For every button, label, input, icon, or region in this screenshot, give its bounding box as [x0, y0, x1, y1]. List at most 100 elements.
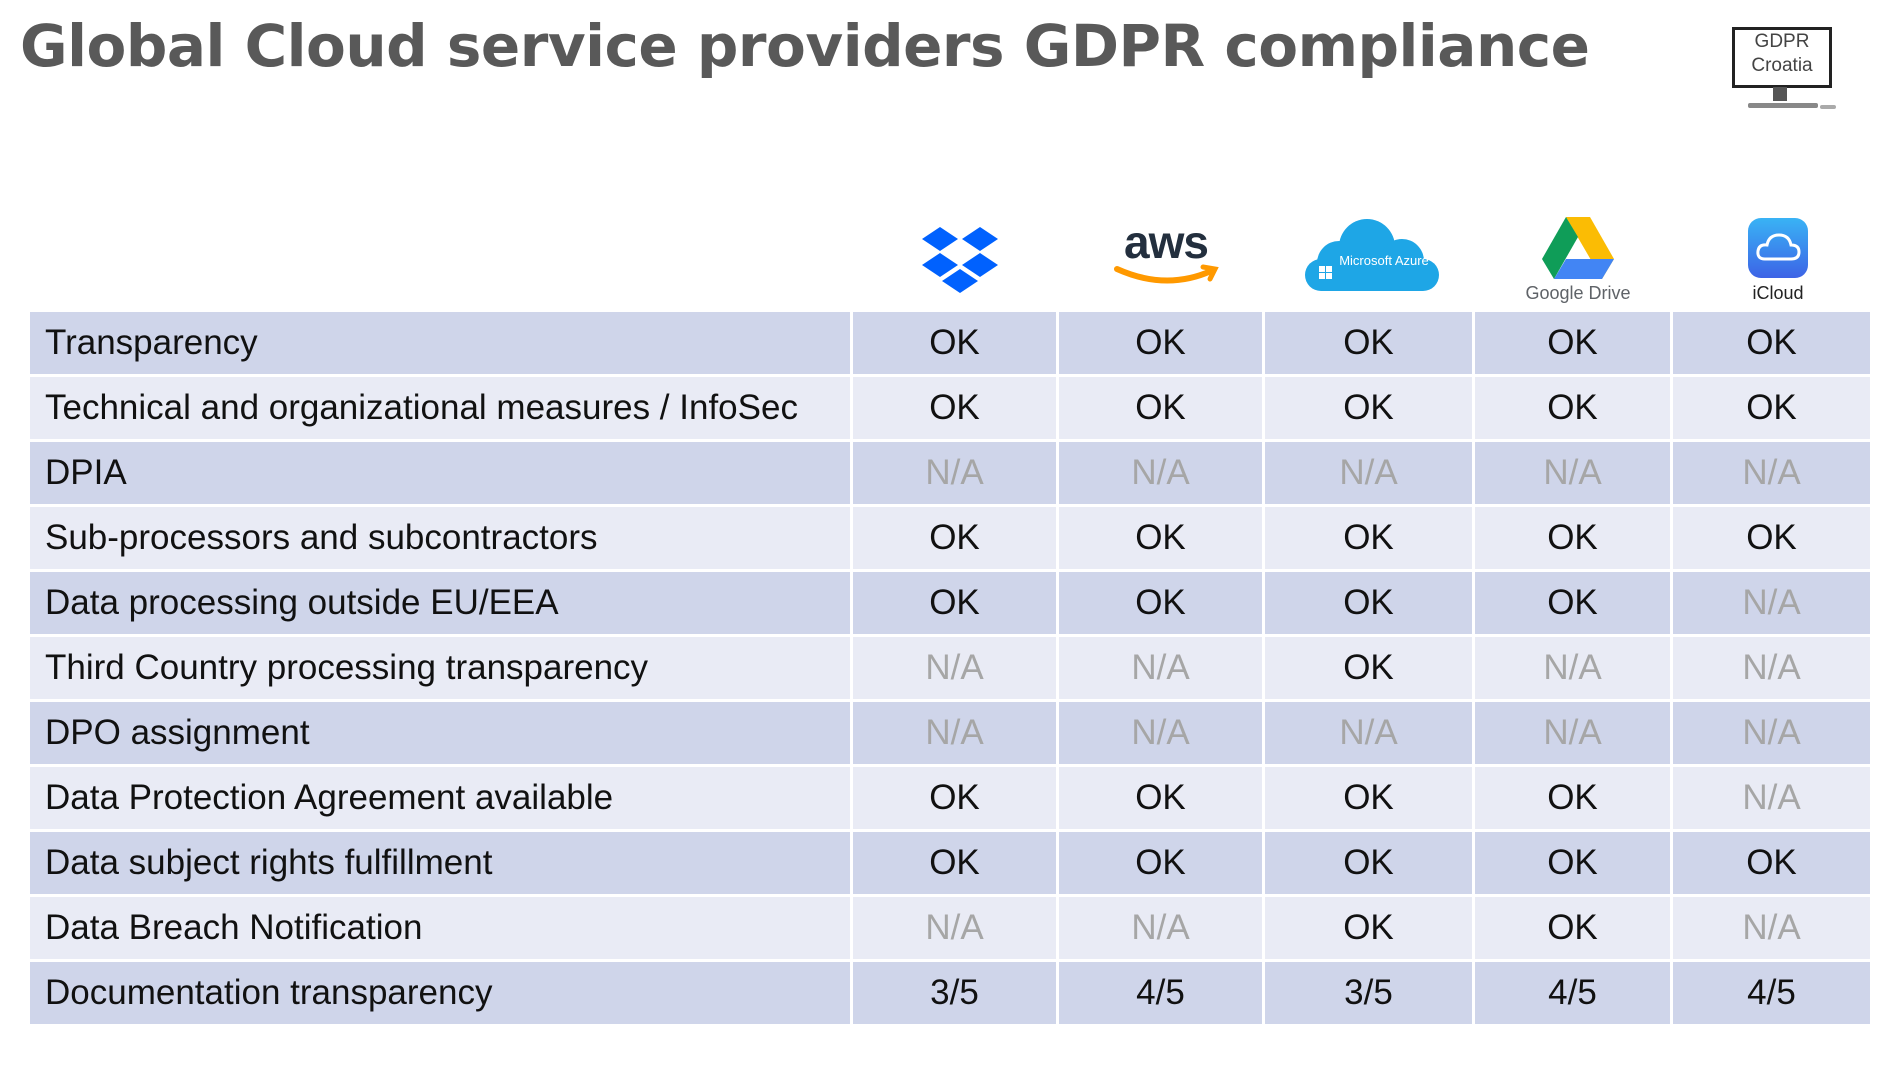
logo-line-1: GDPR	[1754, 31, 1810, 52]
status-cell: OK	[1059, 507, 1265, 572]
status-cell: 4/5	[1059, 962, 1265, 1027]
criterion-label: Third Country processing transparency	[30, 637, 853, 702]
status-cell: OK	[1059, 572, 1265, 637]
status-cell: OK	[1265, 572, 1475, 637]
table-row: DPO assignment N/A N/A N/A N/A N/A	[30, 702, 1870, 767]
status-cell: N/A	[1059, 442, 1265, 507]
status-cell: OK	[1475, 377, 1673, 442]
table-row: Third Country processing transparency N/A…	[30, 637, 1870, 702]
monitor-screen: GDPR Croatia	[1732, 27, 1832, 88]
status-cell: 4/5	[1475, 962, 1673, 1027]
table-row: Data subject rights fulfillment OK OK OK OK O…	[30, 832, 1870, 897]
criterion-label: Data subject rights fulfillment	[30, 832, 853, 897]
mouse	[1820, 105, 1836, 109]
status-cell: N/A	[1673, 572, 1870, 637]
status-cell: N/A	[1673, 702, 1870, 767]
microsoft-azure-icon	[1305, 219, 1439, 291]
status-cell: N/A	[853, 442, 1059, 507]
status-cell: N/A	[853, 702, 1059, 767]
dropbox-icon	[922, 227, 998, 293]
table-row: Data Breach Notification N/A N/A OK OK N/A	[30, 897, 1870, 962]
status-cell: OK	[1059, 832, 1265, 897]
status-cell: OK	[1265, 312, 1475, 377]
status-cell: OK	[853, 767, 1059, 832]
table-row: Technical and organizational measures / …	[30, 377, 1870, 442]
status-cell: OK	[1059, 377, 1265, 442]
provider-logo-icloud: iCloud	[1678, 205, 1878, 305]
status-cell: OK	[853, 572, 1059, 637]
status-cell: 3/5	[853, 962, 1059, 1027]
status-cell: N/A	[1059, 702, 1265, 767]
status-cell: OK	[853, 507, 1059, 572]
status-cell: OK	[1059, 312, 1265, 377]
status-cell: OK	[1265, 637, 1475, 702]
status-cell: N/A	[1059, 637, 1265, 702]
status-cell: N/A	[1265, 442, 1475, 507]
status-cell: OK	[1673, 312, 1870, 377]
status-cell: OK	[853, 377, 1059, 442]
status-cell: N/A	[1673, 897, 1870, 962]
status-cell: N/A	[1673, 767, 1870, 832]
google-drive-icon	[1542, 217, 1614, 279]
status-cell: N/A	[853, 897, 1059, 962]
table-row: Data Protection Agreement available OK OK O…	[30, 767, 1870, 832]
status-cell: OK	[853, 312, 1059, 377]
provider-logo-dropbox	[860, 205, 1060, 305]
monitor-stand	[1773, 87, 1787, 101]
status-cell: N/A	[1265, 702, 1475, 767]
status-cell: N/A	[1059, 897, 1265, 962]
status-cell: 3/5	[1265, 962, 1475, 1027]
status-cell: N/A	[1673, 442, 1870, 507]
table-row: Documentation transparency 3/5 4/5 3/5 4/5 4/…	[30, 962, 1870, 1027]
status-cell: OK	[1475, 312, 1673, 377]
table-body: Transparency OK OK OK OK OK Technical and orga…	[30, 312, 1870, 1027]
google-drive-caption: Google Drive	[1525, 283, 1631, 303]
status-cell: OK	[1475, 572, 1673, 637]
table-row: Data processing outside EU/EEA OK OK OK OK N/…	[30, 572, 1870, 637]
status-cell: OK	[1673, 507, 1870, 572]
status-cell: OK	[1265, 897, 1475, 962]
compliance-table: Transparency OK OK OK OK OK Technical and orga…	[30, 312, 1870, 1027]
provider-logo-google-drive: Google Drive	[1478, 205, 1678, 305]
provider-logo-azure: Microsoft Azure	[1272, 205, 1472, 305]
status-cell: N/A	[1673, 637, 1870, 702]
gdpr-croatia-logo: GDPR Croatia	[1728, 25, 1838, 125]
icloud-caption: iCloud	[1752, 283, 1804, 303]
status-cell: OK	[1265, 767, 1475, 832]
criterion-label: DPO assignment	[30, 702, 853, 767]
azure-caption: Microsoft Azure	[1339, 253, 1429, 268]
status-cell: OK	[1265, 377, 1475, 442]
status-cell: OK	[1265, 507, 1475, 572]
status-cell: N/A	[1475, 702, 1673, 767]
status-cell: OK	[1475, 832, 1673, 897]
criterion-label: Documentation transparency	[30, 962, 853, 1027]
page-title: Global Cloud service providers GDPR comp…	[20, 12, 1590, 80]
provider-logo-aws: aws	[1066, 205, 1266, 305]
criterion-label: Data Breach Notification	[30, 897, 853, 962]
criterion-label: Technical and organizational measures / …	[30, 377, 853, 442]
status-cell: OK	[1673, 377, 1870, 442]
aws-icon	[1114, 264, 1219, 284]
status-cell: N/A	[1475, 442, 1673, 507]
table-row: DPIA N/A N/A N/A N/A N/A	[30, 442, 1870, 507]
status-cell: N/A	[853, 637, 1059, 702]
logo-line-2: Croatia	[1751, 55, 1813, 76]
icloud-icon	[1748, 218, 1808, 278]
status-cell: OK	[1475, 767, 1673, 832]
status-cell: OK	[1265, 832, 1475, 897]
status-cell: OK	[1475, 897, 1673, 962]
status-cell: OK	[1673, 832, 1870, 897]
criterion-label: DPIA	[30, 442, 853, 507]
status-cell: OK	[1475, 507, 1673, 572]
criterion-label: Transparency	[30, 312, 853, 377]
aws-wordmark: aws	[1124, 216, 1209, 268]
table-row: Transparency OK OK OK OK OK	[30, 312, 1870, 377]
criterion-label: Data Protection Agreement available	[30, 767, 853, 832]
table-row: Sub-processors and subcontractors OK OK OK O…	[30, 507, 1870, 572]
criterion-label: Sub-processors and subcontractors	[30, 507, 853, 572]
keyboard	[1748, 103, 1818, 108]
status-cell: OK	[1059, 767, 1265, 832]
criterion-label: Data processing outside EU/EEA	[30, 572, 853, 637]
status-cell: N/A	[1475, 637, 1673, 702]
status-cell: OK	[853, 832, 1059, 897]
